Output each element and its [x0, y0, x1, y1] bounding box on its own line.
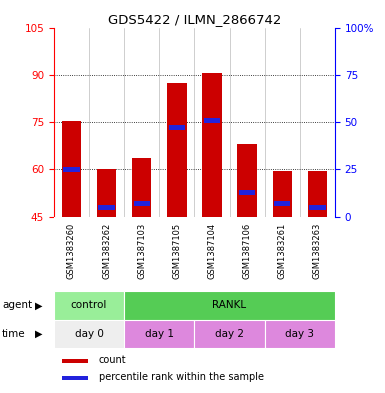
Text: day 3: day 3	[285, 329, 314, 339]
Bar	[204, 118, 220, 123]
Bar	[132, 158, 151, 217]
Bar	[308, 171, 327, 217]
Bar	[309, 205, 326, 210]
Bar	[273, 171, 292, 217]
Text: RANKL: RANKL	[213, 300, 247, 310]
Text: day 1: day 1	[145, 329, 174, 339]
Bar	[124, 291, 335, 320]
Bar	[239, 190, 255, 195]
Text: GSM1387104: GSM1387104	[208, 223, 216, 279]
Bar	[238, 144, 257, 217]
Text: GSM1383261: GSM1383261	[278, 223, 287, 279]
Text: time: time	[2, 329, 25, 339]
Text: percentile rank within the sample: percentile rank within the sample	[99, 372, 264, 382]
Text: GSM1387105: GSM1387105	[172, 223, 181, 279]
Bar	[97, 169, 116, 217]
Text: GSM1387106: GSM1387106	[243, 223, 252, 279]
Text: day 0: day 0	[75, 329, 104, 339]
Text: ▶: ▶	[35, 329, 42, 339]
Text: count: count	[99, 355, 127, 365]
Bar	[264, 320, 335, 348]
Text: control: control	[71, 300, 107, 310]
Bar	[54, 291, 124, 320]
Bar	[274, 201, 290, 206]
Title: GDS5422 / ILMN_2866742: GDS5422 / ILMN_2866742	[108, 13, 281, 26]
Text: agent: agent	[2, 300, 32, 310]
Bar	[124, 320, 194, 348]
Bar	[167, 83, 186, 217]
Bar	[62, 376, 88, 380]
Text: GSM1383260: GSM1383260	[67, 223, 76, 279]
Bar	[54, 320, 124, 348]
Bar	[62, 121, 81, 217]
Text: ▶: ▶	[35, 300, 42, 310]
Bar	[63, 167, 80, 172]
Bar	[169, 125, 185, 130]
Bar	[134, 201, 150, 206]
Text: GSM1387103: GSM1387103	[137, 223, 146, 279]
Text: GSM1383263: GSM1383263	[313, 223, 322, 279]
Bar	[194, 320, 265, 348]
Text: GSM1383262: GSM1383262	[102, 223, 111, 279]
Bar	[203, 73, 222, 217]
Bar	[62, 359, 88, 363]
Bar	[99, 205, 115, 210]
Text: day 2: day 2	[215, 329, 244, 339]
